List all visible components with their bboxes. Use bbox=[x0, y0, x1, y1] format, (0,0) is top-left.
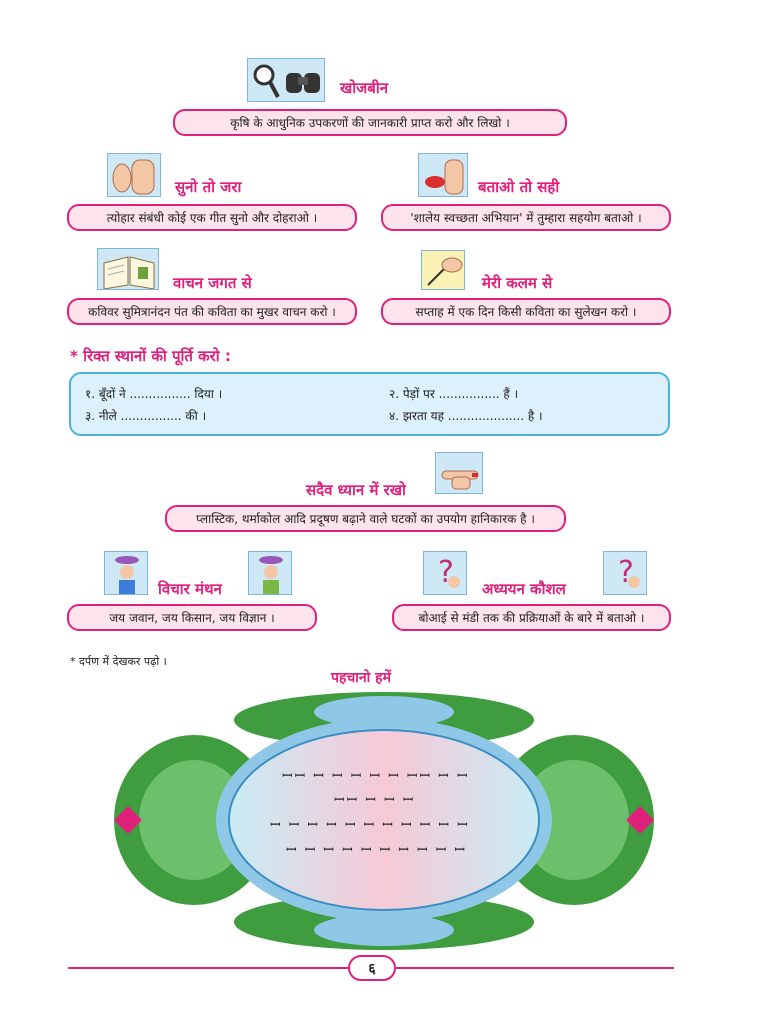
suno-title: सुनो तो जरा bbox=[175, 178, 242, 196]
vachan-text: कविवर सुमित्रानंदन पंत की कविता का मुखर … bbox=[67, 298, 357, 325]
open-book-icon bbox=[97, 248, 159, 290]
pehchano-title: पहचानो हमें bbox=[331, 670, 391, 686]
suno-text: त्योहार संबंधी कोई एक गीत सुनो और दोहराओ… bbox=[67, 204, 357, 231]
question-girl-icon: ? bbox=[603, 551, 647, 595]
adhyayan-title: अध्ययन कौशल bbox=[482, 580, 566, 598]
khojbeen-text: कृषि के आधुनिक उपकरणों की जानकारी प्राप्… bbox=[173, 109, 567, 136]
mirror-text-line-4: ꟷ ꟷ ꟷ ꟷ ꟷ ꟷ ꟷ ꟷ ꟷ ꟷ bbox=[286, 843, 468, 858]
question-boy-icon: ? bbox=[423, 551, 467, 595]
dhyan-text: प्लास्टिक, थर्माकोल आदि प्रदूषण बढ़ाने व… bbox=[165, 505, 566, 532]
mirror-note: * दर्पण में देखकर पढ़ो । bbox=[70, 655, 167, 668]
batao-title: बताओ तो सही bbox=[478, 178, 560, 196]
thinking-boy-icon bbox=[248, 551, 292, 595]
ear-hand-icon bbox=[107, 153, 161, 197]
pointing-hand-icon bbox=[435, 452, 483, 494]
page-number: ६ bbox=[348, 955, 396, 981]
mirror-text-line-1: ꟷꟷ ꟷ ꟷ ꟷ ꟷ ꟷ ꟷꟷ ꟷ ꟷ bbox=[282, 769, 470, 784]
vichar-text: जय जवान, जय किसान, जय विज्ञान । bbox=[67, 604, 317, 631]
mirror-text-line-2: ꟷꟷ ꟷ ꟷ ꟷ bbox=[334, 793, 416, 808]
dhyan-title: सदैव ध्यान में रखो bbox=[306, 481, 406, 499]
vichar-title: विचार मंथन bbox=[158, 580, 222, 598]
batao-text: 'शालेय स्वच्छता अभियान' में तुम्हारा सहय… bbox=[381, 204, 671, 231]
footer-line-right bbox=[396, 967, 674, 969]
magnifier-binoculars-icon bbox=[247, 58, 325, 102]
blank-item-2: २. पेड़ों पर ................ हैं । bbox=[389, 387, 519, 401]
mirror-text-line-3: ꟷ ꟷ ꟷ ꟷ ꟷ ꟷ ꟷ ꟷ ꟷ ꟷ ꟷ bbox=[270, 818, 470, 833]
thinking-girl-icon bbox=[104, 551, 148, 595]
kalam-text: सप्ताह में एक दिन किसी कविता का सुलेखन क… bbox=[381, 298, 671, 325]
blank-item-4: ४. झरता यह .................... है । bbox=[389, 409, 543, 423]
vachan-title: वाचन जगत से bbox=[173, 274, 252, 292]
khojbeen-title: खोजबीन bbox=[340, 79, 389, 97]
fill-blanks-title: * रिक्त स्थानों की पूर्ति करो : bbox=[70, 347, 231, 365]
writing-hand-icon bbox=[421, 250, 465, 290]
ornamental-frame bbox=[104, 690, 664, 950]
footer-line-left bbox=[68, 967, 348, 969]
fill-blanks-box: १. बूँदों ने ................ दिया । २. … bbox=[69, 372, 670, 436]
adhyayan-text: बोआई से मंडी तक की प्रक्रियाओं के बारे म… bbox=[392, 604, 671, 631]
kalam-title: मेरी कलम से bbox=[482, 274, 553, 292]
speaking-mouth-icon bbox=[418, 153, 468, 197]
blank-item-1: १. बूँदों ने ................ दिया । bbox=[85, 387, 223, 401]
blank-item-3: ३. नीले ................ की । bbox=[85, 409, 207, 423]
